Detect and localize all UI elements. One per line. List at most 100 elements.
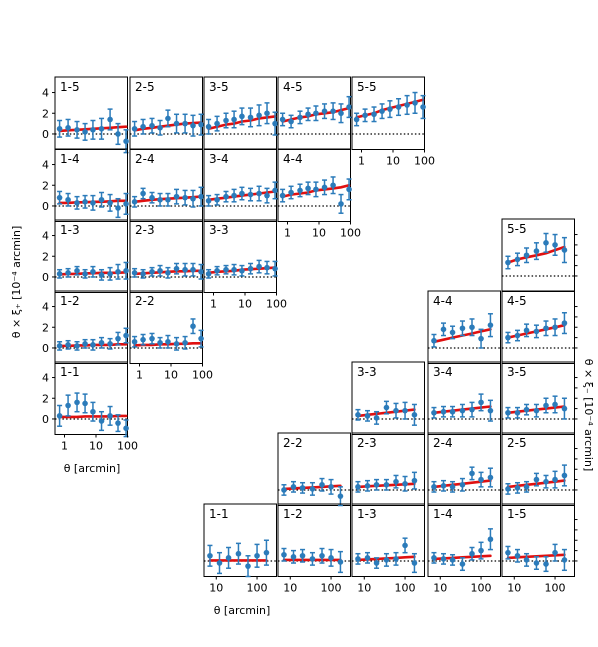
data-point [543,561,549,567]
xi-minus-panel-35: 3-5 [501,361,578,435]
data-point [149,122,155,129]
data-point [487,536,494,543]
x-tick-label: 1 [284,227,291,240]
x-tick-label: 100 [266,298,287,311]
data-point [290,554,297,560]
data-point [543,402,549,409]
data-point [82,199,88,205]
data-point [505,409,511,416]
x-tick-label: 100 [545,582,566,595]
data-point [165,338,171,345]
panel-frame [427,503,501,577]
data-point [412,100,418,106]
data-point [469,470,475,477]
panel-frame [427,290,501,364]
data-point [561,472,568,479]
data-point [239,190,245,197]
data-point [247,265,254,272]
panel-frame [277,432,351,506]
data-point [449,484,456,490]
y-tick-label: 0 [42,413,49,426]
data-point [337,559,344,565]
panel-label: 3-4 [433,365,453,379]
data-point [305,111,311,118]
data-point [309,486,316,492]
panel-label: 5-5 [357,80,377,94]
data-point [552,476,558,483]
data-point [90,127,96,133]
panel-label: 2-2 [135,294,155,308]
data-point [514,552,521,559]
data-point [431,337,437,344]
panel-frame [427,361,501,435]
x-tick-label: 100 [192,369,213,382]
x-tick-label: 1 [136,369,143,382]
data-point [533,328,540,335]
data-point [379,108,385,114]
data-point [561,405,568,412]
data-point [330,108,336,114]
y-tick-label: 2 [42,107,49,120]
data-point [362,112,368,119]
panel-frame [129,148,203,222]
xi-minus-panel-55: 5-5 [501,218,578,292]
data-point [449,557,456,563]
panel-label: 3-4 [209,152,229,166]
data-point [514,409,521,416]
xi-plus-panel-22: 2-2 1 10 100 [129,290,213,382]
data-point [338,201,344,207]
data-point [82,271,88,277]
x-tick-label: 10 [433,582,447,595]
data-point [65,124,71,131]
data-point [157,267,163,274]
y-tick-label: 0 [42,342,49,355]
panel-label: 4-4 [283,152,303,166]
data-point [131,270,138,276]
data-point [56,343,63,349]
x-tick-label: 1 [210,298,217,311]
data-point [514,332,521,339]
data-point [469,550,475,557]
data-point [123,425,129,432]
data-point [319,552,325,559]
data-point [552,242,558,248]
xi-minus-panel-45: 4-5 [501,290,578,364]
y-tick-label: 4 [42,159,49,172]
data-point [98,339,105,346]
data-point [245,563,251,569]
data-point [478,547,484,554]
data-point [402,542,408,549]
data-point [107,116,113,123]
data-point [123,332,129,339]
data-point [383,557,390,563]
panel-frame [351,76,425,150]
xi-plus-panel-23: 2-3 [129,219,204,293]
data-point [373,481,380,488]
data-point [355,412,361,418]
data-point [505,486,511,492]
data-point [505,549,511,556]
data-point [459,481,466,488]
data-point [330,182,336,189]
panel-frame [277,503,351,577]
data-point [364,483,371,489]
data-point [115,131,121,137]
data-point [140,123,146,130]
xi-plus-panel-35: 3-5 [203,76,278,150]
data-point [140,336,146,343]
data-point [552,324,558,331]
data-point [140,190,146,197]
xi-plus-panel-13: 1-3 0 2 4 [42,219,129,293]
data-point [131,338,138,345]
data-point [478,335,484,342]
data-point [321,108,328,114]
data-point [543,478,549,485]
data-point [205,123,212,130]
data-point [533,407,540,414]
data-point [263,549,270,556]
data-point [214,120,220,127]
data-point [74,343,80,349]
data-point [82,129,88,135]
panel-frame [277,148,351,222]
data-point [225,555,232,561]
